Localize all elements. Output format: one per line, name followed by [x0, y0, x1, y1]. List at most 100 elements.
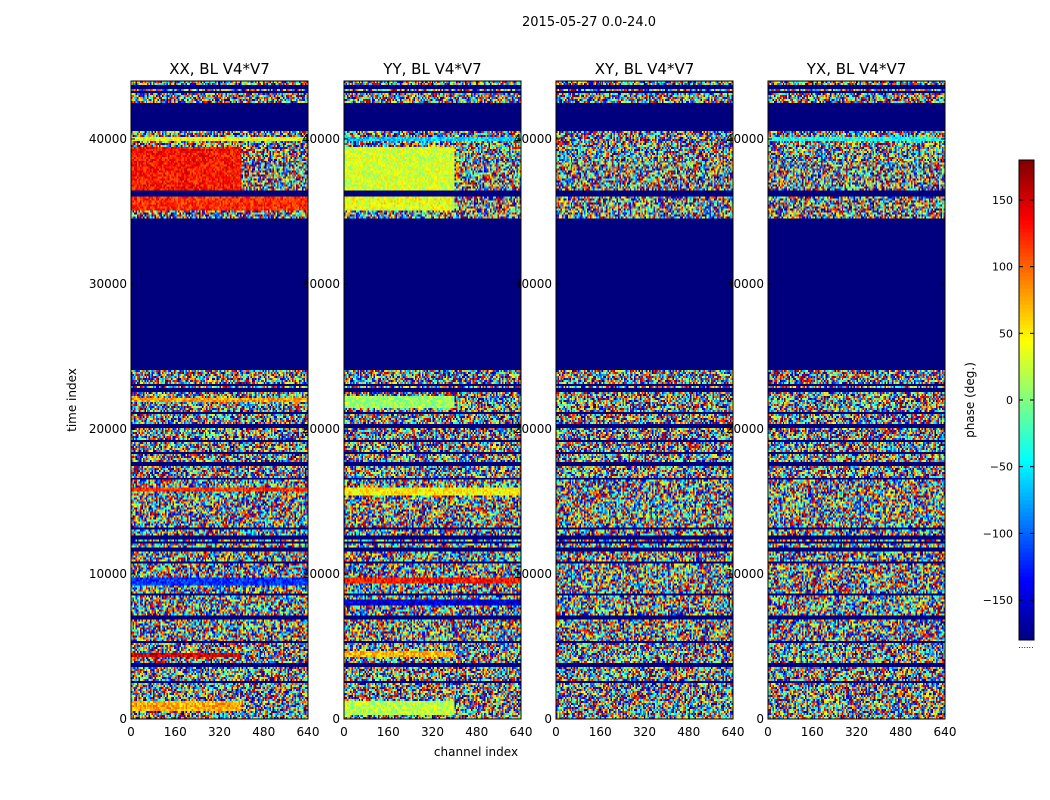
colorbar-segment: [1019, 492, 1034, 497]
x-tick-label: 160: [377, 725, 400, 739]
heatmap-image: [344, 81, 521, 719]
x-tick-label: 160: [801, 725, 824, 739]
colorbar-segment: [1019, 420, 1034, 425]
x-tick-label: 0: [340, 725, 348, 739]
panel-title: YY, BL V4*V7: [382, 60, 481, 78]
panel-title: XY, BL V4*V7: [595, 60, 695, 78]
colorbar-segment: [1019, 316, 1034, 321]
colorbar-segment: [1019, 600, 1034, 605]
colorbar-segment: [1019, 256, 1034, 261]
colorbar-segment: [1019, 612, 1034, 617]
heatmap-image: [131, 81, 308, 719]
y-axis-label: time index: [65, 368, 79, 432]
colorbar-segment: [1019, 468, 1034, 473]
colorbar-segment: [1019, 268, 1034, 273]
colorbar-segment: [1019, 484, 1034, 489]
colorbar-segment: [1019, 160, 1034, 165]
colorbar-segment: [1019, 424, 1034, 429]
colorbar-segment: [1019, 364, 1034, 369]
y-tick-label: 40000: [514, 132, 552, 146]
colorbar-segment: [1019, 252, 1034, 257]
colorbar-segment: [1019, 508, 1034, 513]
colorbar-segment: [1019, 500, 1034, 505]
colorbar-segment: [1019, 616, 1034, 621]
colorbar-segment: [1019, 336, 1034, 341]
colorbar-segment: [1019, 408, 1034, 413]
x-tick-label: 480: [889, 725, 912, 739]
colorbar-segment: [1019, 476, 1034, 481]
colorbar-segment: [1019, 260, 1034, 265]
colorbar-segment: [1019, 272, 1034, 277]
x-tick-label: 320: [208, 725, 231, 739]
y-tick-label: 10000: [726, 567, 764, 581]
colorbar-segment: [1019, 528, 1034, 533]
colorbar-segment: [1019, 224, 1034, 229]
panel-title: XX, BL V4*V7: [169, 60, 270, 78]
panel-3: XY, BL V4*V7 0 160 320 480 640 0 10000 20000 3000…: [514, 60, 745, 739]
x-tick-label: 320: [421, 725, 444, 739]
colorbar-segment: [1019, 444, 1034, 449]
colorbar-segment: [1019, 176, 1034, 181]
colorbar: −150 −100 −50 0 50 100 150 phase (deg.) ......: [963, 159, 1035, 650]
colorbar-segment: [1019, 248, 1034, 253]
colorbar-segment: [1019, 544, 1034, 549]
colorbar-segment: [1019, 436, 1034, 441]
colorbar-segment: [1019, 532, 1034, 537]
x-tick-label: 640: [510, 725, 533, 739]
y-tick-label: 20000: [89, 422, 127, 436]
colorbar-segment: [1019, 520, 1034, 525]
y-tick-label: 20000: [726, 422, 764, 436]
colorbar-segment: [1019, 228, 1034, 233]
colorbar-tick-label: 50: [999, 327, 1013, 340]
colorbar-segment: [1019, 540, 1034, 545]
colorbar-segment: [1019, 208, 1034, 213]
colorbar-segment: [1019, 496, 1034, 501]
colorbar-segment: [1019, 204, 1034, 209]
colorbar-gradient: [1019, 160, 1034, 641]
colorbar-segment: [1019, 440, 1034, 445]
colorbar-segment: [1019, 504, 1034, 509]
colorbar-footnote: ......: [1018, 641, 1033, 650]
colorbar-segment: [1019, 212, 1034, 217]
y-tick-label: 20000: [514, 422, 552, 436]
colorbar-segment: [1019, 416, 1034, 421]
heatmap-image: [768, 81, 945, 719]
colorbar-segment: [1019, 376, 1034, 381]
colorbar-segment: [1019, 404, 1034, 409]
y-tick-label: 40000: [302, 132, 340, 146]
colorbar-segment: [1019, 572, 1034, 577]
colorbar-segment: [1019, 348, 1034, 353]
colorbar-segment: [1019, 380, 1034, 385]
x-tick-label: 640: [722, 725, 745, 739]
x-tick-label: 480: [677, 725, 700, 739]
colorbar-segment: [1019, 360, 1034, 365]
colorbar-segment: [1019, 588, 1034, 593]
colorbar-segment: [1019, 368, 1034, 373]
colorbar-segment: [1019, 488, 1034, 493]
colorbar-segment: [1019, 512, 1034, 517]
x-tick-label: 0: [552, 725, 560, 739]
colorbar-segment: [1019, 172, 1034, 177]
y-tick-label: 0: [332, 712, 340, 726]
colorbar-segment: [1019, 216, 1034, 221]
colorbar-segment: [1019, 296, 1034, 301]
colorbar-tick-label: 100: [992, 261, 1013, 274]
y-tick-label: 30000: [302, 277, 340, 291]
colorbar-segment: [1019, 456, 1034, 461]
y-tick-label: 0: [544, 712, 552, 726]
panel-4: YX, BL V4*V7 0 160 320 480 640 0 10000 20000 3000…: [726, 60, 957, 739]
colorbar-segment: [1019, 324, 1034, 329]
y-tick-label: 10000: [302, 567, 340, 581]
colorbar-segment: [1019, 536, 1034, 541]
x-tick-label: 640: [934, 725, 957, 739]
colorbar-segment: [1019, 584, 1034, 589]
colorbar-segment: [1019, 288, 1034, 293]
x-tick-label: 320: [633, 725, 656, 739]
panel-title: YX, BL V4*V7: [806, 60, 907, 78]
y-tick-label: 0: [756, 712, 764, 726]
colorbar-segment: [1019, 624, 1034, 629]
colorbar-segment: [1019, 604, 1034, 609]
colorbar-segment: [1019, 580, 1034, 585]
colorbar-segment: [1019, 620, 1034, 625]
colorbar-segment: [1019, 596, 1034, 601]
